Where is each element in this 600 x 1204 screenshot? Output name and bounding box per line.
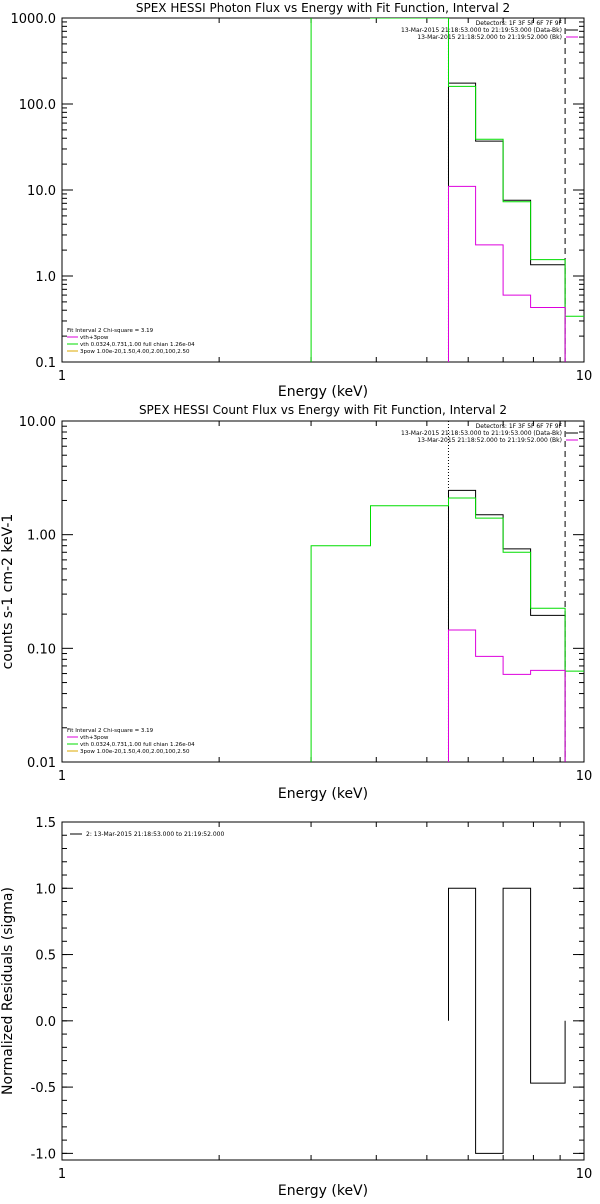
- chart-title: SPEX HESSI Count Flux vs Energy with Fit…: [139, 403, 507, 417]
- x-axis-label: Energy (keV): [278, 1183, 368, 1199]
- legend-topright-line: Detectors: 1F 3F 5F 6F 7F 9F: [476, 423, 563, 430]
- chart-title: SPEX HESSI Photon Flux vs Energy with Fi…: [136, 1, 510, 15]
- chart-panel-3: 1 10 -1.0 -0.5 0.0 0.5 1.0 1.5 Energy (keV) Norma…: [0, 816, 592, 1199]
- y-tick-label: 0.5: [35, 949, 56, 964]
- legend-topright-line: Detectors: 1F 3F 5F 6F 7F 9F: [476, 20, 563, 27]
- legend-bottomleft-line: Fit Interval 2 Chi-square = 3.19: [67, 728, 154, 734]
- legend-bottomleft-line: vth+3pow: [80, 735, 109, 741]
- legend-topright-line: 13-Mar-2015 21:18:53.000 to 21:19:53.000…: [401, 27, 562, 34]
- y-tick-label: 0.10: [27, 642, 56, 657]
- y-tick-label: 0.1: [35, 356, 56, 371]
- y-tick-label: 1.5: [35, 816, 56, 831]
- y-tick-label: 1.0: [35, 882, 56, 897]
- x-tick-label: 1: [58, 1167, 66, 1182]
- legend-bottomleft-line: vth 0.0324,0.731,1.00 full chian 1.26e-0…: [80, 742, 195, 748]
- x-tick-label: 10: [576, 1167, 593, 1182]
- y-tick-label: -1.0: [31, 1147, 56, 1162]
- x-tick-label: 10: [576, 769, 593, 784]
- legend-topright-line: 13-Mar-2015 21:18:53.000 to 21:19:53.000…: [401, 430, 562, 437]
- series-2-histogram: [448, 185, 566, 362]
- y-tick-label: 1.0: [35, 270, 56, 285]
- legend-bottomleft-line: Fit Interval 2 Chi-square = 3.19: [67, 328, 154, 334]
- x-tick-label: 1: [58, 769, 66, 784]
- series-2-histogram: [448, 629, 566, 762]
- y-tick-label: 0.01: [27, 756, 56, 771]
- legend-topright-line: 13-Mar-2015 21:18:52.000 to 21:19:52.000…: [417, 34, 562, 41]
- series-0-histogram: [448, 489, 566, 762]
- y-tick-label: 1000.0: [11, 12, 57, 27]
- series-1-histogram: [310, 18, 584, 362]
- chart-panel-1: SPEX HESSI Photon Flux vs Energy with Fi…: [11, 1, 593, 400]
- series-0-histogram: [448, 82, 566, 362]
- y-tick-label: 1.00: [27, 529, 56, 544]
- x-tick-label: 10: [576, 369, 593, 384]
- series-0-histogram: [448, 887, 566, 1154]
- series-1-histogram: [310, 497, 584, 762]
- y-tick-label: 10.0: [27, 184, 56, 199]
- legend-bottomleft-line: 3pow 1.00e-20,1.50,4.00,2.00,100,2.50: [80, 749, 190, 755]
- chart-panel-2: SPEX HESSI Count Flux vs Energy with Fit…: [0, 403, 593, 802]
- plot-data-area: [310, 18, 584, 362]
- plot-frame: [61, 821, 585, 1161]
- x-axis-label: Energy (keV): [278, 384, 368, 400]
- y-tick-label: -0.5: [31, 1081, 56, 1096]
- legend-bottomleft-line: vth 0.0324,0.731,1.00 full chian 1.26e-0…: [80, 342, 195, 348]
- x-tick-label: 1: [58, 369, 66, 384]
- y-tick-label: 0.0: [35, 1015, 56, 1030]
- y-axis-label: counts s-1 cm-2 keV-1: [0, 514, 16, 670]
- x-axis-label: Energy (keV): [278, 786, 368, 802]
- plot-frame: [61, 420, 585, 763]
- y-axis-label: Normalized Residuals (sigma): [0, 887, 16, 1095]
- plot-data-area: [448, 887, 566, 1154]
- legend-bottomleft-line: vth+3pow: [80, 335, 109, 341]
- y-tick-label: 10.00: [19, 415, 56, 430]
- legend-topright-line: 13-Mar-2015 21:18:52.000 to 21:19:52.000…: [417, 437, 562, 444]
- plot-frame: [61, 17, 585, 363]
- plot-data-area: [310, 421, 584, 762]
- legend-bottomleft-line: 3pow 1.00e-20,1.50,4.00,2.00,100,2.50: [80, 349, 190, 355]
- y-tick-label: 100.0: [19, 98, 56, 113]
- legend-topleft-line: 2: 13-Mar-2015 21:18:53.000 to 21:19:52.…: [86, 831, 224, 838]
